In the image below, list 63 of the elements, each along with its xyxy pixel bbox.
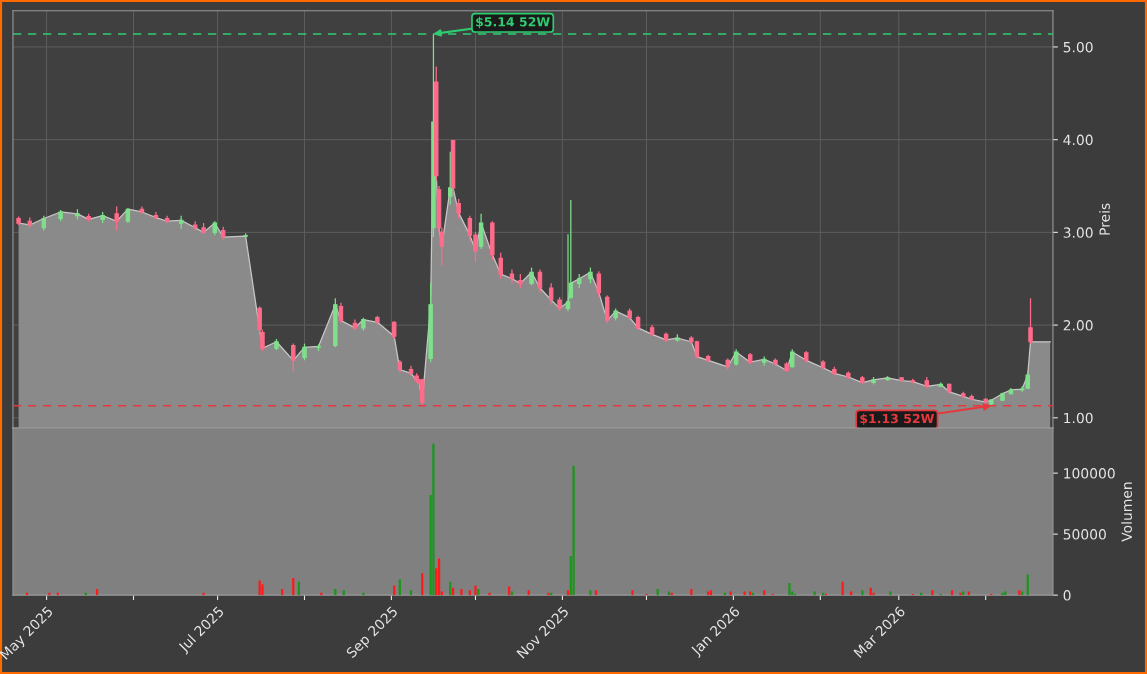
y-axis-title: Volumen [1121,482,1132,542]
bar [468,590,471,596]
candlestick [114,205,119,232]
candlestick [548,282,554,306]
candlestick [338,302,344,324]
bar [460,589,463,596]
bar [202,592,205,596]
bar [931,590,934,596]
bar [342,590,345,596]
y-tick-label: 2.00 [1063,320,1093,331]
annotation: $1.13 52W [860,413,935,425]
bar [432,443,435,596]
bar [566,590,570,596]
bar [393,585,396,596]
bar [594,590,598,596]
bar [48,592,51,596]
bar [488,592,491,596]
bar [1001,592,1004,596]
bar [889,591,892,596]
candlestick [456,198,461,220]
bar [572,465,575,596]
bar [709,590,713,596]
bar [788,582,791,596]
bar [763,590,766,596]
y-tick-label: 100000 [1064,468,1115,479]
y-tick-label: 1.00 [1064,412,1093,424]
bar [950,590,954,596]
candlestick [291,342,296,373]
bar [967,591,970,596]
bar [707,591,710,596]
candlestick [498,252,503,280]
bar [872,592,875,596]
annotation: $5.14 52W [476,16,550,29]
bar [510,591,514,596]
candlestick [448,151,453,206]
candlestick [260,329,265,352]
candlestick [509,268,515,284]
candlestick [605,294,610,324]
candlestick [596,270,602,298]
bar [813,591,816,596]
bar [474,585,477,596]
y-tick-label: 4.00 [1063,134,1093,146]
candlestick [1028,297,1033,345]
y-axis-title: Preis [1099,203,1110,235]
bar [421,573,424,596]
bar [409,590,413,596]
bar [589,590,592,596]
y-tick-label: 5.00 [1063,41,1093,53]
bar [261,584,264,596]
bar [1004,591,1007,596]
bar [861,590,864,596]
bar [631,590,634,596]
y-tick-label: 0 [1063,590,1071,601]
candlestick [537,268,543,294]
candlestick [790,348,795,369]
candlestick [478,213,484,250]
bar [849,591,853,596]
candlestick [257,305,262,334]
bar [743,591,746,596]
y-tick-label: 50000 [1063,529,1106,540]
bar [729,591,732,596]
bar [527,590,530,596]
y-tick-label: 3.00 [1063,227,1093,238]
